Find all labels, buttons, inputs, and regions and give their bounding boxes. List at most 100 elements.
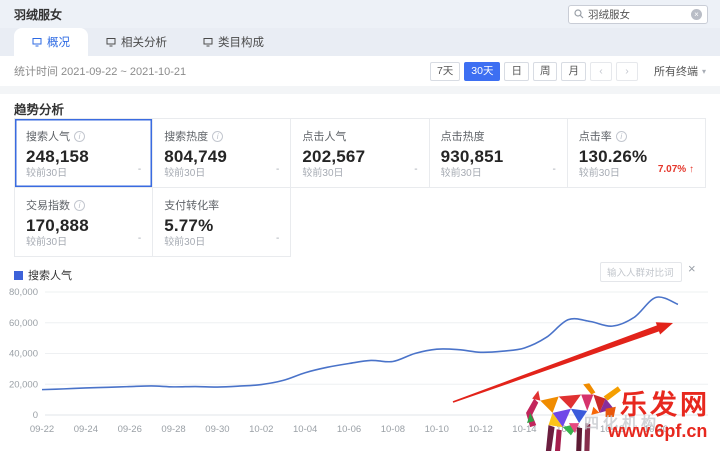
- next-period-button[interactable]: ›: [615, 61, 638, 81]
- range-controls: 7天 30天日周月 ‹ › 所有终端 ▾: [429, 61, 706, 81]
- metric-value: 804,749: [164, 147, 228, 166]
- close-icon[interactable]: ×: [688, 261, 696, 276]
- bull-logo: [526, 383, 621, 451]
- metric-label: 点击人气: [302, 131, 347, 143]
- compare-value: -: [552, 164, 556, 175]
- range-button-30天[interactable]: 30天: [464, 61, 501, 81]
- trend-arrow-annotation: [452, 322, 673, 403]
- metric-card-click-popularity[interactable]: 点击人气 202,567 较前30日 -: [291, 119, 430, 188]
- x-axis-label: 10-08: [381, 424, 405, 435]
- range-button-周[interactable]: 周: [532, 61, 558, 81]
- metric-value: 5.77%: [164, 216, 214, 235]
- metric-card-payment-conversion[interactable]: 支付转化率 5.77% 较前30日 -: [153, 188, 292, 257]
- range-button-日[interactable]: 日: [504, 61, 529, 81]
- prev-period-button[interactable]: ‹: [589, 61, 612, 81]
- info-icon[interactable]: i: [74, 199, 85, 211]
- compare-value: -: [276, 233, 280, 244]
- compare-value: -: [414, 164, 418, 175]
- section-divider: [0, 86, 720, 94]
- x-axis-label: 09-22: [30, 424, 54, 435]
- compare-label: 较前30日: [164, 168, 206, 179]
- metric-label-row: 点击人气: [302, 128, 417, 144]
- x-axis-label: 10-04: [293, 424, 317, 435]
- range-button-月[interactable]: 月: [561, 61, 586, 81]
- x-axis-label: 10-06: [337, 424, 361, 435]
- metric-compare-row: 较前30日 -: [26, 233, 141, 248]
- info-icon[interactable]: i: [74, 130, 85, 142]
- empty-grid-cell: [291, 188, 429, 257]
- compare-label: 较前30日: [302, 168, 344, 179]
- x-axis-label: 10-10: [425, 424, 449, 435]
- empty-grid-cell: [568, 188, 706, 257]
- x-axis-label: 10-20: [644, 424, 668, 435]
- monitor-icon: [32, 38, 42, 47]
- metric-card-click-heat[interactable]: 点击热度 930,851 较前30日 -: [429, 119, 568, 188]
- metric-card-grid: 搜索人气 i 248,158 较前30日 - 搜索热度 i 804,749 较前…: [14, 118, 706, 257]
- trend-line: [41, 296, 679, 391]
- metric-value: 130.26%: [578, 147, 648, 166]
- tab-label: 相关分析: [121, 37, 167, 49]
- metric-card-click-rate[interactable]: 点击率 i 130.26% 较前30日 7.07% ↑: [567, 119, 706, 188]
- metric-compare-row: 较前30日 -: [26, 164, 141, 179]
- x-axis-label: 09-24: [74, 424, 98, 435]
- terminal-filter-dropdown[interactable]: 所有终端 ▾: [654, 63, 706, 79]
- tab-bar: 概况 相关分析 类目构成: [0, 28, 720, 56]
- y-axis-label: 60,000: [9, 318, 38, 329]
- metric-compare-row: 较前30日 7.07% ↑: [579, 164, 694, 179]
- metric-label-row: 支付转化率: [164, 197, 279, 213]
- clear-search-icon[interactable]: ×: [691, 8, 702, 20]
- section-title: 趋势分析: [14, 103, 65, 117]
- tab-overview[interactable]: 概况: [14, 28, 88, 56]
- metric-compare-row: 较前30日 -: [441, 164, 556, 179]
- x-axis-label: 10-14: [512, 424, 536, 435]
- metric-compare-row: 较前30日 -: [164, 164, 279, 179]
- compare-value: -: [137, 233, 142, 244]
- metric-value: 248,158: [26, 147, 89, 166]
- compare-label: 较前30日: [164, 237, 206, 248]
- y-axis-label: 20,000: [9, 379, 38, 390]
- metric-label-row: 点击率 i: [579, 128, 694, 144]
- range-button-7天[interactable]: 7天: [429, 61, 461, 81]
- metric-card-search-popularity[interactable]: 搜索人气 i 248,158 较前30日 -: [15, 119, 154, 188]
- tab-category-composition[interactable]: 类目构成: [185, 28, 282, 56]
- metric-label: 点击率: [578, 131, 612, 143]
- metric-label: 搜索热度: [164, 131, 209, 143]
- tab-related-analysis[interactable]: 相关分析: [88, 28, 185, 56]
- x-axis-label: 10-18: [600, 424, 624, 435]
- metric-label-row: 搜索热度 i: [164, 128, 279, 144]
- compare-value-up: 7.07% ↑: [657, 164, 694, 175]
- compare-keyword-input[interactable]: 输入人群对比词: [600, 262, 682, 282]
- metric-label: 搜索人气: [26, 131, 70, 143]
- metric-value: 170,888: [26, 216, 89, 235]
- terminal-filter-label: 所有终端: [653, 66, 698, 78]
- metric-compare-row: 较前30日 -: [302, 164, 417, 179]
- compare-label: 较前30日: [26, 237, 68, 248]
- x-axis-label: 10-02: [249, 424, 273, 435]
- watermark-site-name: 乐发网: [620, 390, 710, 420]
- x-axis-label: 10-12: [468, 424, 492, 435]
- range-button-group: 7天 30天日周月: [429, 61, 586, 81]
- stat-time-range: 统计时间 2021-09-22 ~ 2021-10-21: [14, 66, 187, 78]
- search-icon: [574, 9, 584, 19]
- metric-value: 930,851: [440, 147, 504, 166]
- x-axis-label: 09-30: [205, 424, 229, 435]
- date-filter-row: 统计时间 2021-09-22 ~ 2021-10-21 7天 30天日周月 ‹ …: [0, 56, 720, 86]
- metric-card-transaction-index[interactable]: 交易指数 i 170,888 较前30日 -: [15, 188, 154, 257]
- metric-card-search-heat[interactable]: 搜索热度 i 804,749 较前30日 -: [153, 119, 292, 188]
- watermark-site-url: www.6pf.cn: [608, 421, 708, 441]
- x-axis-label: 09-28: [161, 424, 185, 435]
- metric-label-row: 搜索人气 i: [26, 128, 141, 144]
- legend-label: 搜索人气: [28, 270, 72, 282]
- monitor-icon: [203, 38, 213, 47]
- tab-label: 概况: [47, 37, 70, 49]
- info-icon[interactable]: i: [615, 130, 627, 142]
- empty-grid-cell: [430, 188, 568, 257]
- monitor-icon: [106, 38, 116, 47]
- search-input-value[interactable]: 羽绒服女: [588, 8, 630, 21]
- chevron-down-icon: ▾: [701, 66, 706, 76]
- compare-input-placeholder: 输入人群对比词: [607, 268, 674, 279]
- info-icon[interactable]: i: [212, 130, 224, 142]
- watermark-ghost-text: 四化机构: [584, 415, 661, 432]
- keyword-search-input[interactable]: 羽绒服女 ×: [568, 4, 708, 24]
